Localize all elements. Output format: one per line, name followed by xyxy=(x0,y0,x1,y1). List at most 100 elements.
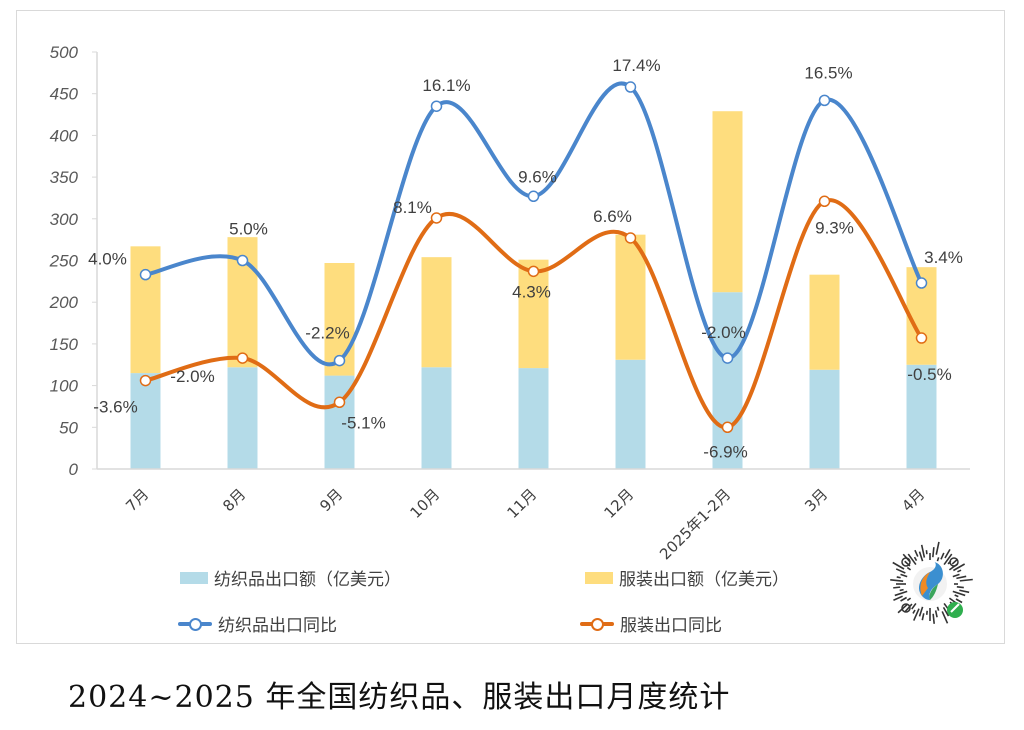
legend-item-apparel-value: 服装出口额（亿美元） xyxy=(585,565,789,590)
qr-code-mark xyxy=(955,598,963,604)
legend-swatch-apparel-line xyxy=(580,617,614,631)
qr-code-mark xyxy=(943,553,953,566)
qr-code-mark xyxy=(913,556,918,562)
apparel-yoy-line xyxy=(143,198,924,430)
apparel-yoy-marker xyxy=(624,232,637,244)
legend-swatch-textile-line xyxy=(178,617,212,631)
y-tick-label: 100 xyxy=(50,377,79,396)
x-tick-label: 9月 xyxy=(316,485,346,515)
bar-textile xyxy=(615,359,646,469)
qr-code-mark xyxy=(895,568,906,574)
qr-code-mark xyxy=(942,606,950,617)
qr-code-mark xyxy=(935,541,940,555)
apparel-yoy-marker xyxy=(527,265,540,278)
chart: 0 50 100 150 200 250 300 350 400 450 500 7月 8月 9月 10月… xyxy=(49,43,970,563)
legend-label: 服装出口同比 xyxy=(620,616,722,636)
textile-yoy-marker xyxy=(818,94,831,107)
apparel-yoy-data-label: 6.6% xyxy=(593,207,632,226)
textile-yoy-line xyxy=(143,81,924,367)
x-tick-label: 11月 xyxy=(503,485,540,522)
qr-code-mark xyxy=(893,586,901,589)
qr-code-mark xyxy=(918,606,924,617)
x-tick-label: 7月 xyxy=(122,485,152,515)
apparel-yoy-data-label: 9.3% xyxy=(815,218,854,237)
qr-code-icon[interactable] xyxy=(884,538,976,630)
apparel-yoy-data-label: -3.6% xyxy=(93,398,137,417)
bar-textile xyxy=(712,292,743,469)
qr-code-mark xyxy=(911,602,917,610)
qr-code-mark xyxy=(959,589,970,594)
y-tick-label: 150 xyxy=(50,335,79,354)
y-tick-label: 200 xyxy=(49,293,79,312)
bar-apparel xyxy=(809,274,840,370)
apparel-yoy-data-label: 8.1% xyxy=(393,198,432,217)
lines xyxy=(139,81,928,434)
qr-code-mark xyxy=(956,575,967,580)
qr-code-mark xyxy=(900,596,908,602)
qr-code-mark xyxy=(951,558,959,565)
bars xyxy=(130,111,937,469)
qr-code-mark xyxy=(932,547,935,558)
qr-code-mark xyxy=(906,566,912,571)
x-tick-label: 12月 xyxy=(600,485,637,522)
y-tick-label: 400 xyxy=(50,126,79,145)
y-tick-label: 450 xyxy=(50,85,79,104)
qr-code-mark xyxy=(897,603,909,614)
y-tick-label: 350 xyxy=(50,168,79,187)
qr-code-mark xyxy=(936,606,940,611)
qr-code-mark xyxy=(904,603,913,613)
legend-item-apparel-yoy: 服装出口同比 xyxy=(580,611,722,636)
legend-swatch-apparel-bar xyxy=(585,571,613,584)
qr-code-mark xyxy=(912,609,916,614)
qr-code-mark xyxy=(918,551,924,562)
apparel-yoy-marker xyxy=(915,332,928,344)
qr-code-mark xyxy=(912,608,920,621)
bar-textile xyxy=(130,373,161,469)
apparel-yoy-data-label: 4.3% xyxy=(512,282,551,301)
legend-label: 纺织品出口额（亿美元） xyxy=(214,570,401,590)
textile-yoy-data-label: 5.0% xyxy=(229,220,268,239)
qr-code-mark xyxy=(914,549,919,557)
bar-textile xyxy=(518,368,549,469)
x-tick-label: 10月 xyxy=(406,485,443,522)
textile-yoy-marker xyxy=(527,190,540,203)
textile-yoy-data-label: 3.4% xyxy=(924,248,963,267)
textile-yoy-marker xyxy=(236,254,249,267)
x-tick-label: 8月 xyxy=(219,485,249,515)
legend-item-textile-yoy: 纺织品出口同比 xyxy=(178,611,337,636)
textile-yoy-data-label: -2.2% xyxy=(305,324,349,343)
y-tick-label: 500 xyxy=(50,43,79,62)
qr-code-mark xyxy=(954,594,959,598)
textile-yoy-data-label: 4.0% xyxy=(88,250,127,269)
textile-yoy-marker xyxy=(721,352,734,364)
qr-code-mark xyxy=(921,613,925,621)
qr-code-mark xyxy=(936,557,940,562)
bar-apparel xyxy=(518,259,549,369)
y-tick-label: 0 xyxy=(69,460,79,479)
qr-code-mark xyxy=(899,588,904,592)
qr-code-mark xyxy=(932,613,935,624)
legend-swatch-textile-bar xyxy=(180,571,208,584)
textile-yoy-data-label: 16.1% xyxy=(422,76,470,95)
x-tick-label: 4月 xyxy=(898,485,928,515)
qr-code-mark xyxy=(907,553,917,566)
qr-code-mark xyxy=(957,569,962,573)
textile-yoy-data-label: -2.0% xyxy=(701,323,745,342)
x-tick-label: 3月 xyxy=(801,485,831,515)
apparel-yoy-marker xyxy=(236,352,249,364)
bar-apparel xyxy=(421,257,452,368)
textile-yoy-data-label: 16.5% xyxy=(804,63,852,82)
textile-yoy-marker xyxy=(915,277,928,289)
bar-textile xyxy=(809,369,840,469)
x-axis: 7月 8月 9月 10月 11月 12月 2025年1-2月 3月 4月 xyxy=(97,468,970,563)
chart-frame xyxy=(16,10,1005,644)
bar-textile xyxy=(906,364,937,469)
y-tick-label: 250 xyxy=(49,252,79,271)
apparel-yoy-data-label: -5.1% xyxy=(341,413,385,432)
apparel-yoy-data-label: -0.5% xyxy=(907,365,951,384)
bar-textile xyxy=(227,367,258,469)
qr-code-mark xyxy=(906,597,912,602)
y-tick-label: 50 xyxy=(59,418,78,437)
qr-code-mark xyxy=(940,552,945,560)
apparel-yoy-marker xyxy=(430,212,443,224)
